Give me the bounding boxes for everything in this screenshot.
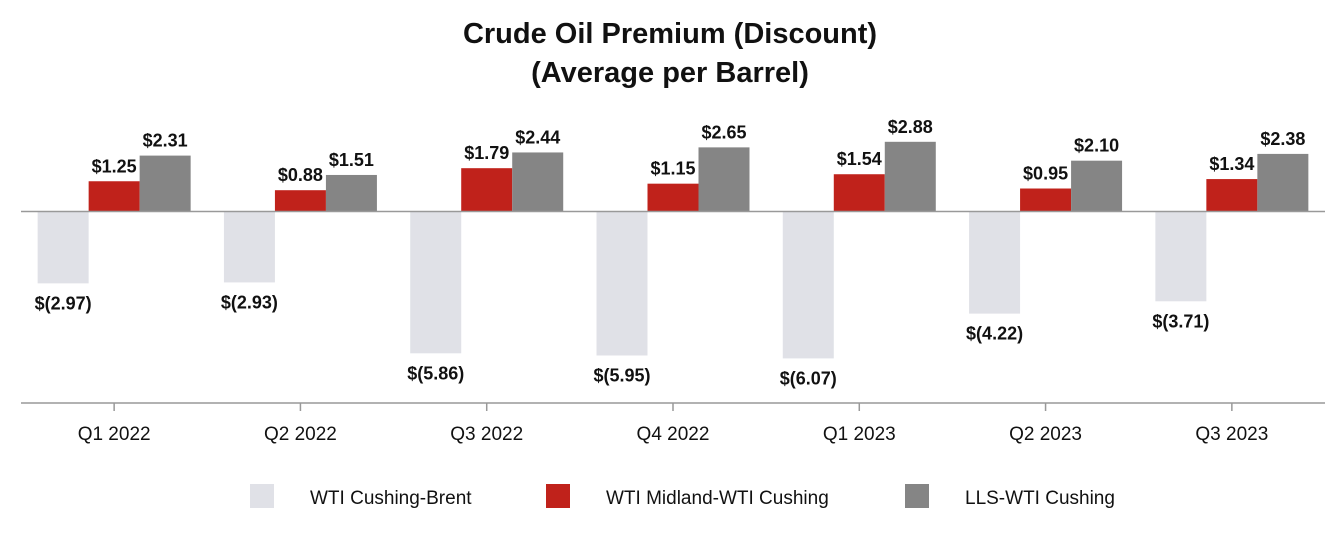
data-label: $1.54 [837,149,882,169]
tick-label: Q2 2022 [264,424,337,445]
data-label: $2.88 [888,117,933,137]
tick-label: Q2 2023 [1009,424,1082,445]
bar [461,168,513,212]
bar [223,211,275,283]
chart-title: Crude Oil Premium (Discount) [463,18,877,50]
bar [88,181,140,212]
data-label: $(6.07) [780,368,837,388]
data-label: $(5.86) [407,363,464,383]
data-label: $(4.22) [966,324,1023,344]
data-label: $(3.71) [1152,311,1209,331]
chart-subtitle: (Average per Barrel) [531,57,809,89]
data-label: $1.34 [1209,154,1254,174]
data-label: $2.65 [701,122,746,142]
data-label: $2.31 [143,131,188,151]
data-label: $1.51 [329,150,374,170]
x-axis-ticks: Q1 2022 Q2 2022 Q3 2022 Q4 2022 Q1 2023 Q2 20… [78,403,1268,445]
data-label: $2.38 [1260,129,1305,149]
bar [1206,179,1258,212]
tick-label: Q3 2023 [1195,424,1268,445]
tick-label: Q4 2022 [637,424,710,445]
data-label: $(2.93) [221,292,278,312]
data-label: $1.25 [92,156,137,176]
legend-label: LLS-WTI Cushing [965,488,1115,509]
bar [1071,160,1123,212]
bar [969,211,1021,314]
legend-swatch [905,484,929,508]
bar [596,211,648,356]
data-label: $(2.97) [35,293,92,313]
tick-label: Q1 2023 [823,424,896,445]
legend-label: WTI Cushing-Brent [310,488,472,509]
bar [1020,188,1072,212]
bar [1257,153,1309,212]
bar [647,183,699,212]
tick-label: Q1 2022 [78,424,151,445]
data-label: $2.44 [515,127,560,147]
legend-swatch [546,484,570,508]
bar [698,147,750,212]
data-label: $1.79 [464,143,509,163]
data-label: $0.88 [278,165,323,185]
data-label: $2.10 [1074,136,1119,156]
legend-label: WTI Midland-WTI Cushing [606,488,829,509]
bar [512,152,564,212]
tick-label: Q3 2022 [450,424,523,445]
data-labels-group: $(2.97) $1.25 $2.31 $(2.93) $0.88 $1.51 $(5.86… [35,117,1306,389]
data-label: $1.15 [650,159,695,179]
bars-group [37,141,1309,359]
data-label: $(5.95) [593,365,650,385]
bar [274,190,326,212]
bar [410,211,462,354]
bar [833,174,885,212]
bar [884,141,936,212]
bar [139,155,191,212]
data-label: $0.95 [1023,164,1068,184]
bar [37,211,89,284]
legend: WTI Cushing-Brent WTI Midland-WTI Cushing… [250,484,1115,509]
bar [782,211,834,359]
bar [1155,211,1207,302]
bar [325,174,377,212]
legend-swatch [250,484,274,508]
